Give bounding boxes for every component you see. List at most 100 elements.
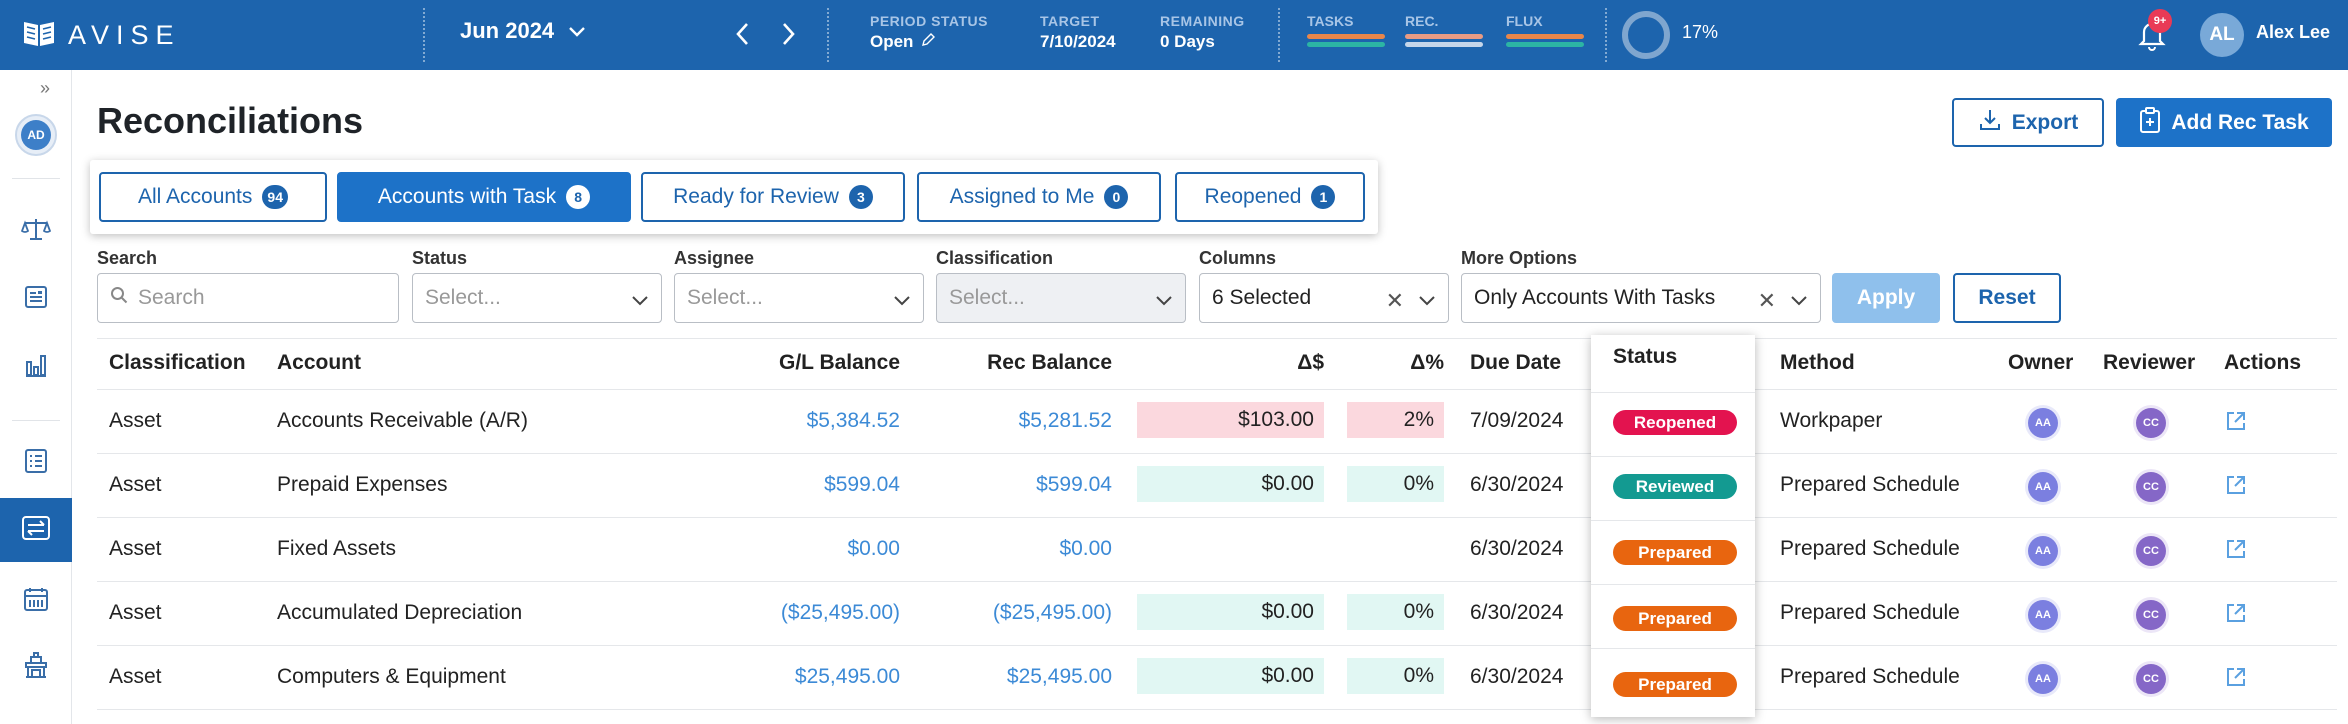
- external-link-icon[interactable]: [2225, 666, 2247, 693]
- divider: [1591, 392, 1755, 393]
- reset-button[interactable]: Reset: [1953, 273, 2061, 323]
- search-input[interactable]: Search: [97, 273, 399, 323]
- col-owner[interactable]: Owner: [2008, 351, 2074, 374]
- reviewer-avatar[interactable]: CC: [2136, 664, 2166, 694]
- user-name[interactable]: Alex Lee: [2256, 22, 2331, 42]
- tab-count: 8: [566, 185, 591, 209]
- owner-avatar[interactable]: AA: [2028, 600, 2058, 630]
- cell-rec-balance[interactable]: $599.04: [1036, 473, 1112, 496]
- columns-label: Columns: [1199, 248, 1277, 268]
- owner-avatar[interactable]: AA: [2028, 408, 2058, 438]
- table-row[interactable]: Asset Prepaid Expenses $599.04 $599.04 $0.00…: [97, 454, 2337, 518]
- cell-gl-balance[interactable]: $0.00: [847, 537, 900, 560]
- reviewer-avatar[interactable]: CC: [2136, 600, 2166, 630]
- col-delta-dollar[interactable]: Δ$: [1297, 351, 1324, 374]
- tab-assigned-to-me[interactable]: Assigned to Me 0: [917, 172, 1161, 222]
- status-badge[interactable]: Prepared: [1613, 672, 1737, 697]
- progress-ring: [1622, 11, 1670, 59]
- external-link-icon[interactable]: [2225, 474, 2247, 501]
- col-due-date[interactable]: Due Date: [1470, 351, 1562, 374]
- sidebar-item-documents[interactable]: [0, 268, 72, 330]
- remaining: REMAINING 0 Days: [1160, 13, 1245, 52]
- table-row[interactable]: Asset Computers & Equipment $25,495.00 $25,…: [97, 646, 2337, 710]
- divider: [12, 420, 60, 421]
- sidebar-item-profile[interactable]: AD: [0, 104, 72, 166]
- cell-account[interactable]: Accumulated Depreciation: [277, 601, 523, 624]
- sidebar-item-reconciliations[interactable]: [0, 498, 72, 562]
- checklist-icon: [23, 448, 49, 479]
- col-reviewer[interactable]: Reviewer: [2103, 351, 2196, 374]
- sidebar-item-balance[interactable]: [0, 200, 72, 262]
- col-rec-balance[interactable]: Rec Balance: [987, 351, 1112, 374]
- external-link-icon[interactable]: [2225, 410, 2247, 437]
- cell-rec-balance[interactable]: $25,495.00: [1006, 665, 1112, 688]
- cell-gl-balance[interactable]: $599.04: [824, 473, 900, 496]
- book-logo-icon: [22, 18, 56, 53]
- close-icon[interactable]: ✕: [1385, 288, 1404, 313]
- cell-due-date: 6/30/2024: [1470, 537, 1564, 560]
- external-link-icon[interactable]: [2225, 602, 2247, 629]
- tasks-meter[interactable]: TASKS: [1307, 13, 1385, 47]
- cell-rec-balance[interactable]: ($25,495.00): [992, 601, 1112, 624]
- sidebar-item-reports[interactable]: [0, 336, 72, 398]
- scale-icon: [20, 216, 52, 247]
- cell-due-date: 6/30/2024: [1470, 665, 1564, 688]
- user-avatar[interactable]: AL: [2200, 13, 2244, 57]
- pencil-icon[interactable]: [921, 32, 936, 52]
- table-row[interactable]: Asset Accounts Receivable (A/R) $5,384.52 $…: [97, 390, 2337, 454]
- sidebar-item-calendar[interactable]: [0, 570, 72, 632]
- cell-account[interactable]: Prepaid Expenses: [277, 473, 448, 496]
- tab-accounts-with-task[interactable]: Accounts with Task 8: [337, 172, 631, 222]
- cell-gl-balance[interactable]: ($25,495.00): [780, 601, 900, 624]
- sidebar-item-checklist[interactable]: [0, 432, 72, 494]
- more-options-select[interactable]: Only Accounts With Tasks ✕: [1461, 273, 1821, 323]
- cell-due-date: 7/09/2024: [1470, 409, 1564, 432]
- chevron-left-icon[interactable]: [733, 16, 753, 57]
- owner-avatar[interactable]: AA: [2028, 472, 2058, 502]
- expand-icon[interactable]: »: [40, 78, 51, 98]
- classification-select[interactable]: Select...: [936, 273, 1186, 323]
- sidebar-item-banking[interactable]: [0, 636, 72, 698]
- status-select[interactable]: Select...: [412, 273, 662, 323]
- cell-account[interactable]: Computers & Equipment: [277, 665, 506, 688]
- sidebar: » AD: [0, 70, 72, 724]
- close-icon[interactable]: ✕: [1757, 288, 1776, 313]
- owner-avatar[interactable]: AA: [2028, 536, 2058, 566]
- tab-ready-for-review[interactable]: Ready for Review 3: [641, 172, 905, 222]
- app-logo[interactable]: AVISE: [22, 18, 181, 53]
- cell-gl-balance[interactable]: $5,384.52: [806, 409, 900, 432]
- status-badge[interactable]: Prepared: [1613, 540, 1737, 565]
- col-status[interactable]: Status: [1613, 345, 1678, 368]
- cell-rec-balance[interactable]: $0.00: [1059, 537, 1112, 560]
- owner-avatar[interactable]: AA: [2028, 664, 2058, 694]
- col-account[interactable]: Account: [277, 351, 361, 374]
- external-link-icon[interactable]: [2225, 538, 2247, 565]
- status-badge[interactable]: Reopened: [1613, 410, 1737, 435]
- cell-gl-balance[interactable]: $25,495.00: [794, 665, 900, 688]
- col-delta-percent[interactable]: Δ%: [1410, 351, 1444, 374]
- export-button[interactable]: Export: [1952, 98, 2104, 147]
- tab-all-accounts[interactable]: All Accounts 94: [99, 172, 327, 222]
- col-gl-balance[interactable]: G/L Balance: [779, 351, 900, 374]
- status-badge[interactable]: Reviewed: [1613, 474, 1737, 499]
- reviewer-avatar[interactable]: CC: [2136, 472, 2166, 502]
- col-method[interactable]: Method: [1780, 351, 1855, 374]
- rec-meter[interactable]: REC.: [1405, 13, 1483, 47]
- table-row[interactable]: Asset Accumulated Depreciation ($25,495.00…: [97, 582, 2337, 646]
- columns-select[interactable]: 6 Selected ✕: [1199, 273, 1449, 323]
- assignee-select[interactable]: Select...: [674, 273, 924, 323]
- col-classification[interactable]: Classification: [109, 351, 246, 374]
- period-selector[interactable]: Jun 2024: [460, 18, 586, 44]
- cell-account[interactable]: Fixed Assets: [277, 537, 397, 560]
- tab-reopened[interactable]: Reopened 1: [1175, 172, 1365, 222]
- reviewer-avatar[interactable]: CC: [2136, 408, 2166, 438]
- flux-meter[interactable]: FLUX: [1506, 13, 1584, 47]
- status-badge[interactable]: Prepared: [1613, 606, 1737, 631]
- cell-rec-balance[interactable]: $5,281.52: [1018, 409, 1112, 432]
- table-row[interactable]: Asset Fixed Assets $0.00 $0.00 6/30/2024 Prep…: [97, 518, 2337, 582]
- cell-account[interactable]: Accounts Receivable (A/R): [277, 409, 528, 432]
- add-rec-task-button[interactable]: Add Rec Task: [2116, 98, 2332, 147]
- reviewer-avatar[interactable]: CC: [2136, 536, 2166, 566]
- apply-button[interactable]: Apply: [1832, 273, 1940, 323]
- chevron-right-icon[interactable]: [778, 16, 798, 57]
